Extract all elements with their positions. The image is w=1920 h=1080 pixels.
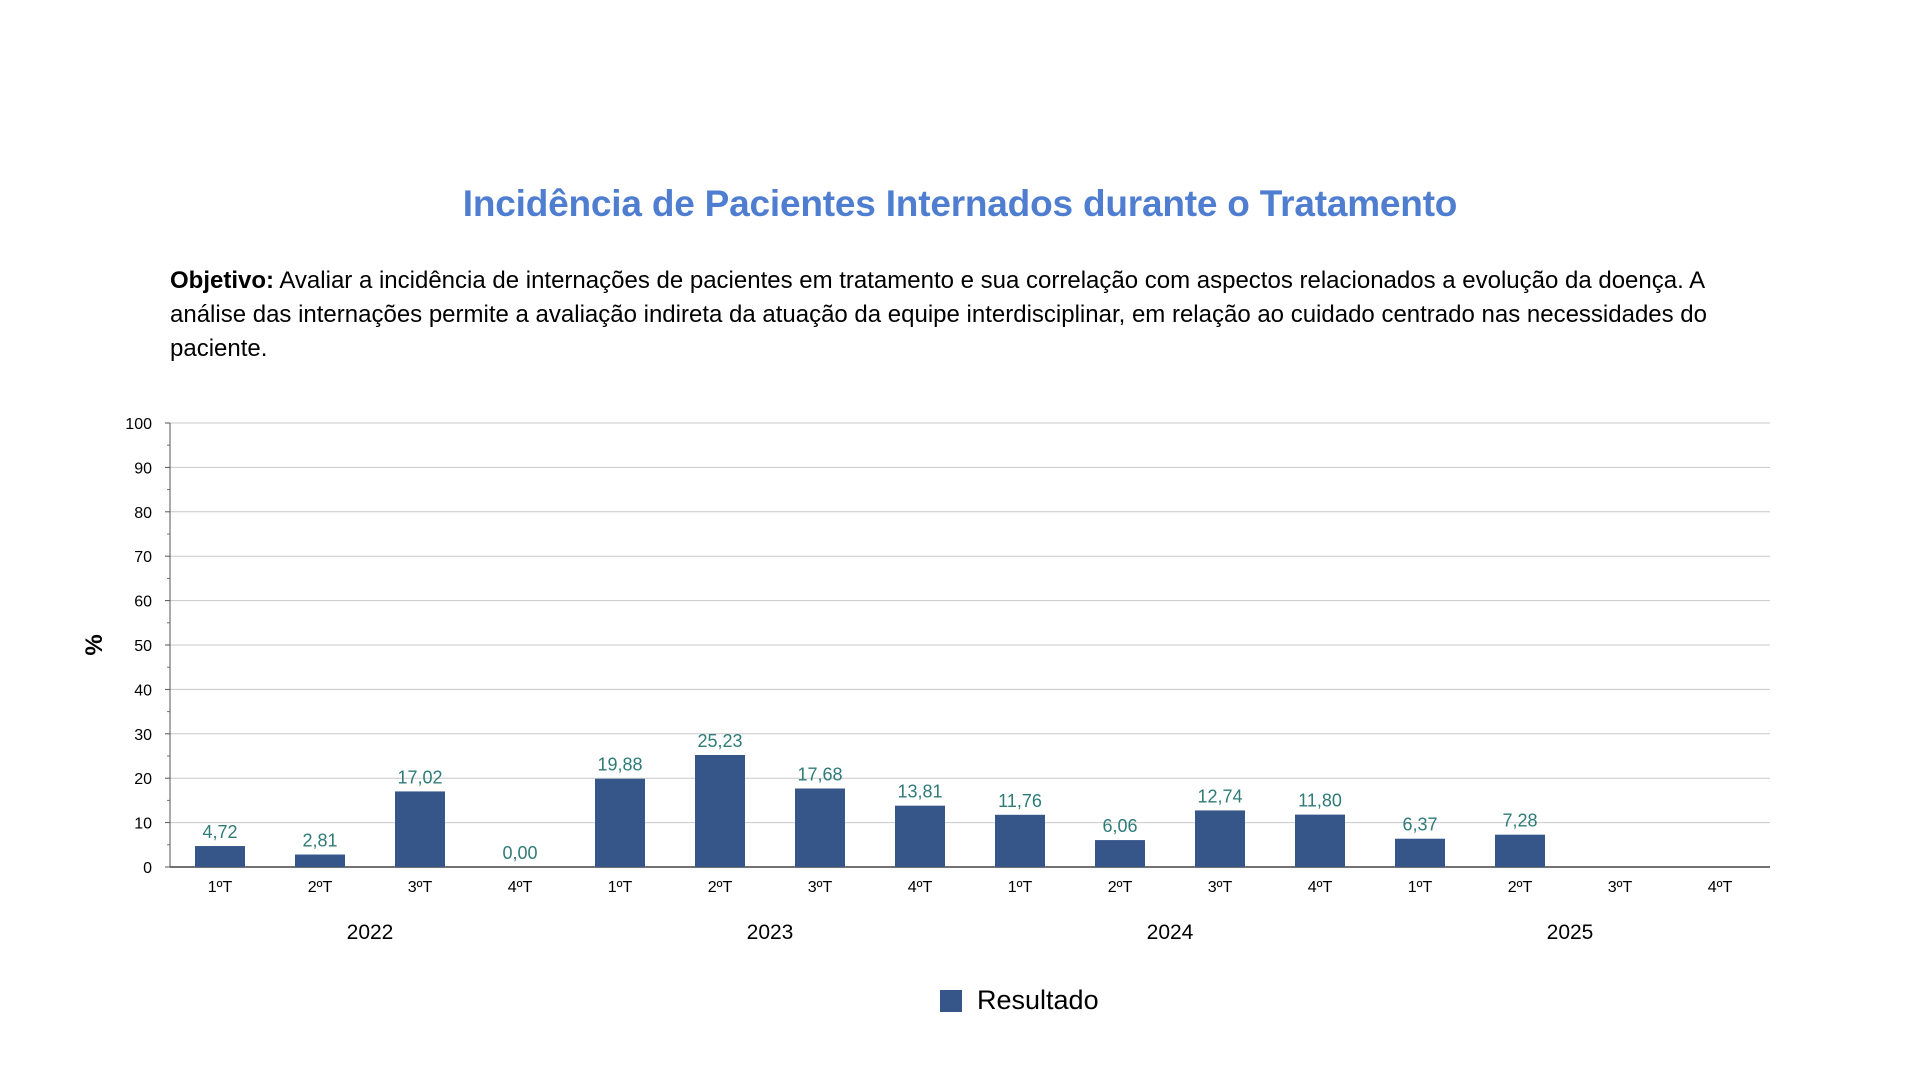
objective-text: Avaliar a incidência de internações de p… [170, 267, 1707, 362]
x-tick-label: 4ºT [1708, 879, 1733, 896]
data-label: 11,80 [1298, 791, 1342, 811]
bar [895, 805, 945, 867]
bar [295, 854, 345, 867]
x-tick-label: 4ºT [508, 879, 533, 896]
data-label: 2,81 [302, 831, 337, 851]
data-label: 0,00 [502, 843, 537, 863]
x-tick-label: 2ºT [1108, 879, 1133, 896]
data-label: 6,37 [1402, 815, 1437, 835]
bar [1195, 810, 1245, 867]
x-tick-label: 3ºT [808, 879, 833, 896]
y-tick-label: 30 [134, 727, 152, 744]
bar [1495, 834, 1545, 867]
x-tick-label: 1ºT [608, 879, 633, 896]
data-label: 11,76 [998, 791, 1042, 811]
bar [1095, 840, 1145, 867]
y-tick-label: 60 [134, 594, 152, 611]
data-label: 12,74 [1197, 786, 1242, 806]
bar [995, 814, 1045, 867]
y-tick-label: 10 [134, 816, 152, 833]
x-tick-label: 1ºT [1008, 879, 1033, 896]
y-axis-label: % [81, 634, 108, 655]
y-tick-label: 70 [134, 549, 152, 566]
legend-swatch [940, 989, 962, 1012]
data-label: 4,72 [202, 822, 237, 842]
y-tick-label: 80 [134, 505, 152, 522]
x-tick-label: 1ºT [208, 879, 233, 896]
data-label: 19,88 [597, 755, 642, 775]
bar [1395, 838, 1445, 867]
data-label: 17,02 [397, 767, 442, 787]
x-tick-label: 2ºT [308, 879, 333, 896]
x-group-label: 2022 [347, 921, 394, 944]
bar [695, 754, 745, 867]
bar [595, 778, 645, 867]
y-tick-label: 90 [134, 460, 152, 477]
data-label: 17,68 [797, 765, 842, 785]
data-label: 25,23 [697, 731, 742, 751]
x-tick-label: 1ºT [1408, 879, 1433, 896]
x-tick-label: 4ºT [908, 879, 933, 896]
x-group-label: 2023 [747, 921, 794, 944]
legend: Resultado [940, 985, 1099, 1016]
x-tick-label: 2ºT [1508, 879, 1533, 896]
x-tick-label: 3ºT [1608, 879, 1633, 896]
y-tick-label: 40 [134, 682, 152, 699]
objective-paragraph: Objetivo: Avaliar a incidência de intern… [170, 264, 1770, 366]
legend-label: Resultado [977, 985, 1099, 1015]
bar [395, 791, 445, 867]
objective-label: Objetivo: [170, 267, 275, 294]
x-tick-label: 4ºT [1308, 879, 1333, 896]
x-group-label: 2025 [1547, 921, 1594, 944]
y-tick-label: 0 [143, 860, 152, 877]
x-group-label: 2024 [1147, 921, 1194, 944]
bar [795, 788, 845, 867]
y-tick-label: 20 [134, 771, 152, 788]
x-tick-label: 2ºT [708, 879, 733, 896]
data-label: 6,06 [1102, 816, 1137, 836]
bar [195, 846, 245, 867]
x-tick-label: 3ºT [1208, 879, 1233, 896]
y-tick-label: 100 [125, 416, 152, 433]
x-tick-label: 3ºT [408, 879, 433, 896]
data-label: 7,28 [1502, 811, 1537, 831]
data-label: 13,81 [897, 782, 942, 802]
bar [1295, 814, 1345, 867]
chart-title: Incidência de Pacientes Internados duran… [462, 183, 1458, 224]
y-tick-label: 50 [134, 638, 152, 655]
